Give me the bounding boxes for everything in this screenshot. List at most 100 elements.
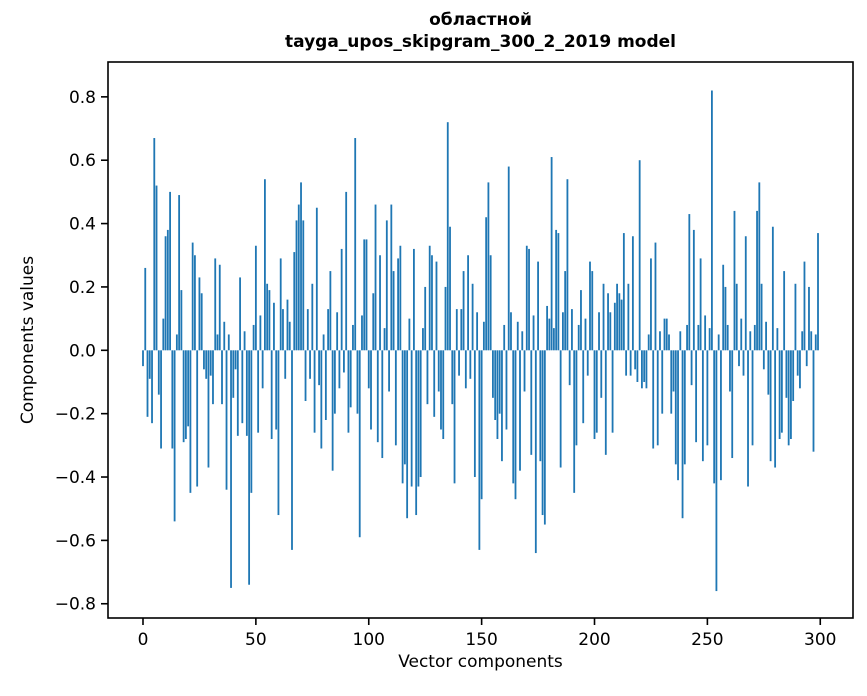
bar [275,350,278,430]
bar [674,350,677,465]
bar [444,286,447,351]
bar [523,350,526,392]
bar [722,264,725,351]
bar [677,350,679,481]
bar [566,179,569,351]
bar [631,236,634,351]
bar [514,350,517,500]
bar [462,271,465,351]
bar [408,318,411,351]
bar [277,350,280,516]
bar [708,328,711,351]
y-tick-label: 0.2 [69,278,96,298]
bar [198,277,201,351]
bar [157,350,160,395]
bar [679,331,682,351]
bar [311,283,314,351]
bar [223,321,226,351]
bar [510,312,512,351]
x-axis-label: Vector components [398,652,563,672]
bar [783,271,786,351]
bar [706,350,709,446]
bar [534,350,537,554]
bar [699,258,702,351]
bar [550,157,553,351]
bar [169,191,171,351]
bar [415,350,418,516]
bar [306,309,309,351]
bar [568,350,571,386]
y-tick-label: 0.6 [69,151,96,171]
bar [695,350,698,443]
bar [609,312,612,351]
bar [602,283,605,351]
bar [758,182,761,351]
bar [756,210,758,351]
bar [241,350,244,424]
y-tick-label: 0.0 [69,341,96,361]
bar [214,258,217,351]
bar [541,350,544,516]
bar [293,252,296,351]
bar [720,350,722,481]
bar [771,226,774,351]
bar [810,331,813,351]
x-tick-label: 300 [804,630,836,650]
bar [586,350,589,376]
bar [302,220,305,351]
x-tick-label: 50 [245,630,267,650]
bar [304,350,307,401]
bar [668,334,670,351]
bar [399,245,402,351]
bar [392,271,395,351]
bar [171,350,174,449]
bar [629,350,632,376]
bar [796,350,799,376]
bar [747,350,749,487]
bar [162,318,165,351]
bar [356,350,359,414]
bar [340,248,343,351]
bar [196,350,199,487]
bar [209,350,212,376]
bar [794,283,797,351]
bar [410,350,413,487]
bar [690,350,693,386]
bar [656,350,659,446]
bar [505,350,508,430]
x-tick-label: 0 [138,630,149,650]
bar [291,350,293,550]
bar [286,299,289,351]
bar [765,321,767,351]
y-tick-label: −0.4 [55,468,96,488]
bar [555,229,558,351]
bar [476,312,479,351]
bar [473,350,476,478]
bar [446,122,449,351]
bar [711,90,713,351]
bar [792,350,795,401]
bar [552,328,555,351]
bar [279,258,282,351]
bar [683,350,686,465]
y-tick-label: −0.6 [55,531,96,551]
bar [363,239,366,351]
bar [182,350,185,443]
bar [780,350,783,433]
y-tick-label: −0.2 [55,405,96,425]
bar [315,207,318,351]
bar [284,350,287,379]
bar [343,350,345,373]
bar [584,318,587,351]
bar [521,331,524,351]
bar [582,350,585,424]
bar [562,312,564,351]
bar [717,334,720,351]
y-tick-label: 0.4 [69,215,96,235]
bar [194,255,196,351]
bar [501,350,503,462]
bar [715,350,718,592]
bar [184,350,187,440]
bar [236,350,239,436]
